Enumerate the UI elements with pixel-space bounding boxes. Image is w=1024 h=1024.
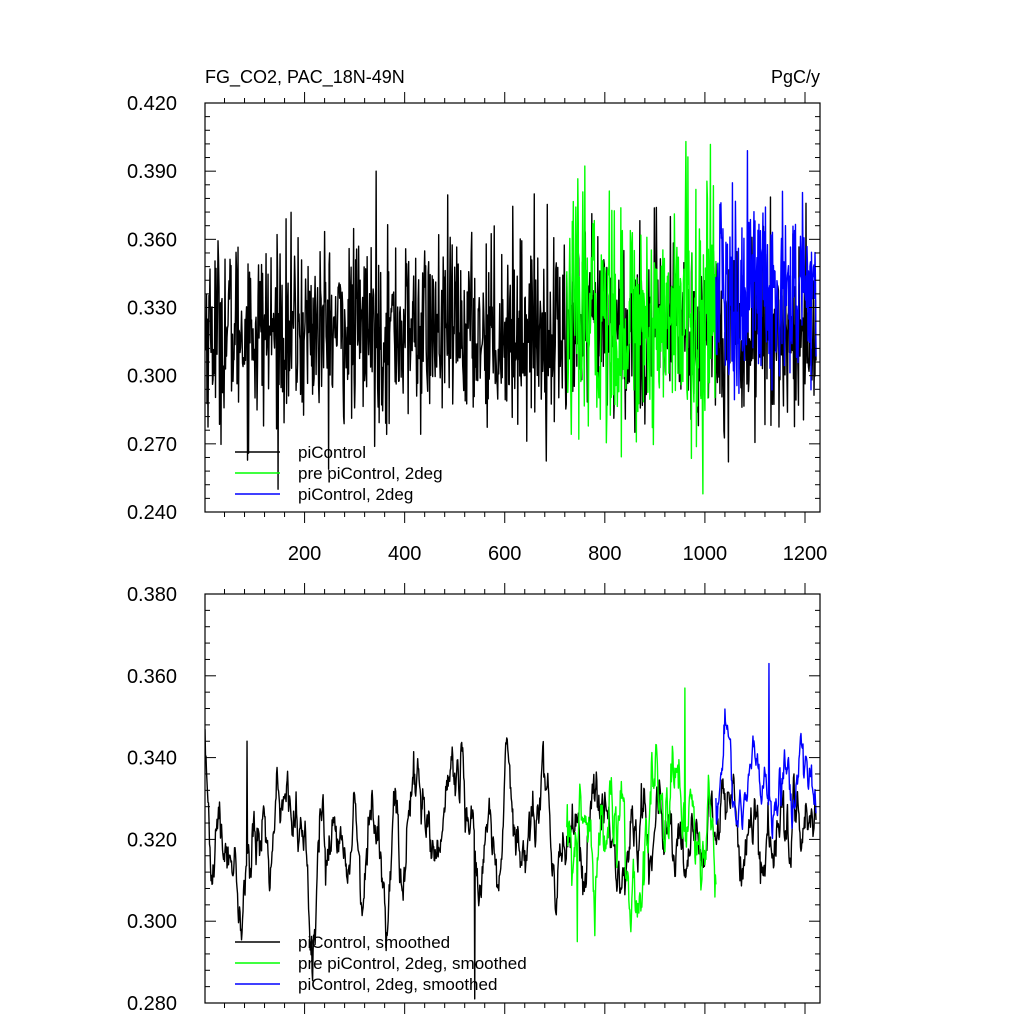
bottom-legend: piControl, smoothed pre piControl, 2deg, … (235, 933, 527, 994)
top-panel-units: PgC/y (771, 67, 820, 87)
bottom-legend-label: pre piControl, 2deg, smoothed (298, 954, 527, 973)
bottom-series-line-0 (205, 729, 817, 1000)
bottom-series-line-1 (566, 687, 717, 943)
bottom-y-tick-label: 0.380 (127, 584, 177, 606)
top-y-tick-label: 0.330 (127, 298, 177, 320)
bottom-legend-label: piControl, 2deg, smoothed (298, 975, 497, 994)
top-x-tick-label: 1000 (683, 543, 728, 565)
top-x-tick-label: 400 (388, 543, 421, 565)
top-legend-label: piControl (298, 443, 366, 462)
top-y-tick-label: 0.300 (127, 366, 177, 388)
top-y-tick-label: 0.240 (127, 502, 177, 524)
top-legend-label: piControl, 2deg (298, 485, 413, 504)
top-x-tick-label: 600 (488, 543, 521, 565)
top-plot-area (205, 140, 817, 495)
bottom-y-tick-label: 0.300 (127, 911, 177, 933)
top-legend-label: pre piControl, 2deg (298, 464, 443, 483)
bottom-y-tick-label: 0.360 (127, 666, 177, 688)
bottom-plot-area (205, 662, 817, 1000)
bottom-y-tick-label: 0.280 (127, 993, 177, 1015)
top-legend: piControl pre piControl, 2deg piControl, 2… (235, 443, 443, 504)
top-panel-title: FG_CO2, PAC_18N-49N (205, 67, 405, 88)
bottom-legend-label: piControl, smoothed (298, 933, 450, 952)
top-y-tick-label: 0.390 (127, 161, 177, 183)
top-y-tick-label: 0.270 (127, 434, 177, 456)
top-x-tick-label: 200 (288, 543, 321, 565)
top-series-line-2 (715, 150, 817, 401)
top-series-line-1 (566, 140, 717, 495)
bottom-y-tick-label: 0.340 (127, 748, 177, 770)
bottom-plot-frame (204, 593, 821, 1004)
bottom-panel: 0.280 0.300 0.320 0.340 0.360 0.380 piControl,… (127, 583, 821, 1015)
top-x-tick-label: 800 (588, 543, 621, 565)
bottom-y-tick-label: 0.320 (127, 829, 177, 851)
top-panel: FG_CO2, PAC_18N-49N PgC/y 0.240 0.270 0.30… (127, 67, 827, 565)
top-y-tick-label: 0.420 (127, 93, 177, 115)
top-y-tick-label: 0.360 (127, 229, 177, 251)
bottom-series-line-2 (715, 662, 817, 840)
top-x-tick-label: 1200 (783, 543, 828, 565)
